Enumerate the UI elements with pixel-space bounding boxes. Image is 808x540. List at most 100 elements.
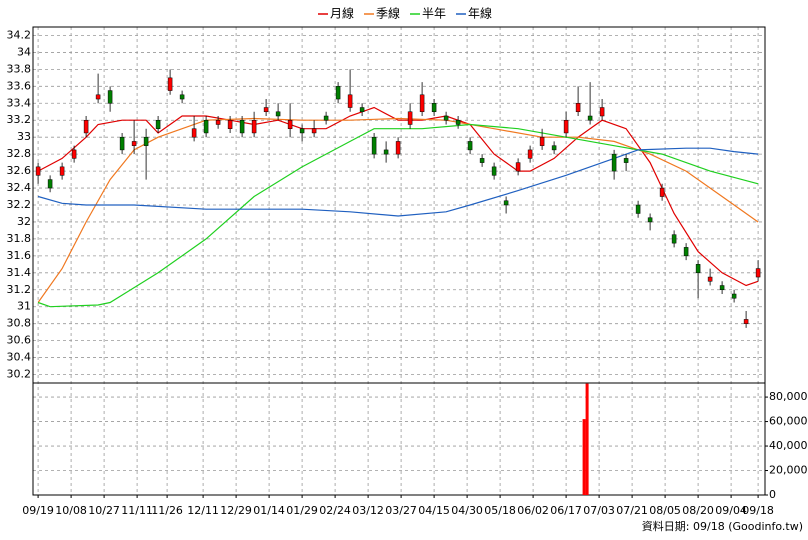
y-tick-label: 33.4 bbox=[7, 96, 32, 109]
y-tick-label: 31.8 bbox=[7, 232, 32, 245]
candle-body bbox=[623, 158, 629, 163]
x-tick-label: 01/14 bbox=[253, 504, 285, 517]
y-tick-label: 32.6 bbox=[7, 164, 32, 177]
volume-tick-label: 0 bbox=[769, 488, 776, 501]
candle-body bbox=[719, 285, 725, 291]
volume-panel-frame bbox=[32, 382, 766, 496]
x-tick-label: 09/18 bbox=[742, 504, 774, 517]
x-tick-label: 12/29 bbox=[220, 504, 252, 517]
candle-body bbox=[575, 103, 581, 113]
candle-body bbox=[419, 94, 425, 113]
candle-body bbox=[455, 119, 461, 125]
x-tick-label: 03/12 bbox=[352, 504, 384, 517]
source-note: 資料日期: 09/18 (Goodinfo.tw) bbox=[642, 519, 803, 533]
y-tick-label: 31.6 bbox=[7, 249, 32, 262]
candle-body bbox=[659, 187, 665, 197]
candle-body bbox=[335, 86, 341, 100]
candle-body bbox=[71, 149, 77, 159]
x-tick-label: 08/05 bbox=[649, 504, 681, 517]
candle-body bbox=[47, 179, 53, 189]
candle-body bbox=[227, 119, 233, 129]
candle-body bbox=[311, 128, 317, 134]
candle-body bbox=[107, 90, 113, 104]
candle-body bbox=[359, 107, 365, 113]
candle-body bbox=[431, 103, 437, 113]
candle-body bbox=[731, 293, 737, 299]
candle-body bbox=[755, 268, 761, 278]
y-tick-label: 31 bbox=[17, 300, 31, 313]
x-tick-label: 05/18 bbox=[484, 504, 516, 517]
y-tick-label: 30.2 bbox=[7, 368, 32, 381]
x-tick-label: 10/08 bbox=[55, 504, 87, 517]
candle-body bbox=[503, 200, 509, 206]
y-tick-label: 33.6 bbox=[7, 79, 32, 92]
x-tick-label: 07/03 bbox=[583, 504, 615, 517]
x-tick-label: 02/24 bbox=[319, 504, 351, 517]
candle-body bbox=[383, 149, 389, 155]
y-tick-label: 33.8 bbox=[7, 62, 32, 75]
candle-body bbox=[611, 153, 617, 172]
candle-body bbox=[407, 111, 413, 125]
candle-body bbox=[275, 111, 281, 117]
candle-body bbox=[683, 247, 689, 257]
candle-body bbox=[215, 119, 221, 125]
y-tick-label: 33.2 bbox=[7, 113, 32, 126]
candle-body bbox=[167, 77, 173, 91]
candle-body bbox=[647, 217, 653, 223]
y-tick-label: 30.8 bbox=[7, 317, 32, 330]
candle-body bbox=[527, 149, 533, 159]
x-tick-label: 06/02 bbox=[517, 504, 549, 517]
x-tick-label: 06/17 bbox=[550, 504, 582, 517]
legend-label: 季線 bbox=[376, 6, 400, 21]
candle-body bbox=[491, 166, 497, 176]
volume-tick-label: 80,000 bbox=[769, 390, 808, 403]
x-tick-label: 08/20 bbox=[682, 504, 714, 517]
candle-body bbox=[323, 115, 329, 121]
volume-tick-label: 20,000 bbox=[769, 464, 808, 477]
candle-body bbox=[395, 141, 401, 155]
candle-body bbox=[155, 119, 161, 129]
candle-body bbox=[191, 128, 197, 138]
candle-body bbox=[599, 107, 605, 117]
x-tick-label: 11/26 bbox=[151, 504, 183, 517]
candle-body bbox=[695, 264, 701, 274]
volume-tick-label: 40,000 bbox=[769, 439, 808, 452]
candle-body bbox=[443, 115, 449, 121]
x-tick-label: 10/27 bbox=[88, 504, 120, 517]
x-tick-label: 01/29 bbox=[286, 504, 318, 517]
candle-body bbox=[515, 162, 521, 172]
candle-body bbox=[479, 158, 485, 163]
volume-tick-label: 60,000 bbox=[769, 415, 808, 428]
candle-body bbox=[539, 136, 545, 146]
candle-body bbox=[203, 119, 209, 134]
candle-body bbox=[635, 204, 641, 214]
candle-body bbox=[251, 119, 257, 134]
x-tick-label: 04/30 bbox=[451, 504, 483, 517]
y-tick-label: 32.8 bbox=[7, 147, 32, 160]
legend-label: 半年 bbox=[422, 7, 446, 21]
y-tick-label: 32.4 bbox=[7, 181, 32, 194]
x-tick-label: 07/21 bbox=[616, 504, 648, 517]
x-tick-label: 09/04 bbox=[715, 504, 747, 517]
candle-body bbox=[263, 107, 269, 113]
ma-line bbox=[37, 147, 759, 217]
y-tick-label: 30.6 bbox=[7, 334, 32, 347]
y-tick-label: 34 bbox=[17, 45, 31, 58]
candle-body bbox=[83, 119, 89, 134]
ma-line bbox=[37, 123, 759, 308]
candle-body bbox=[95, 94, 101, 100]
y-tick-label: 33 bbox=[17, 130, 31, 143]
x-tick-label: 09/19 bbox=[22, 504, 54, 517]
x-tick-label: 04/15 bbox=[418, 504, 450, 517]
y-tick-label: 34.2 bbox=[7, 28, 32, 41]
y-tick-label: 30.4 bbox=[7, 351, 32, 364]
candle-body bbox=[143, 136, 149, 146]
candle-body bbox=[371, 136, 377, 155]
candle-body bbox=[179, 94, 185, 100]
candle-body bbox=[587, 115, 593, 121]
candle-body bbox=[59, 166, 65, 176]
candle-body bbox=[239, 119, 245, 134]
candle-body bbox=[743, 319, 749, 324]
candle-body bbox=[551, 145, 557, 151]
